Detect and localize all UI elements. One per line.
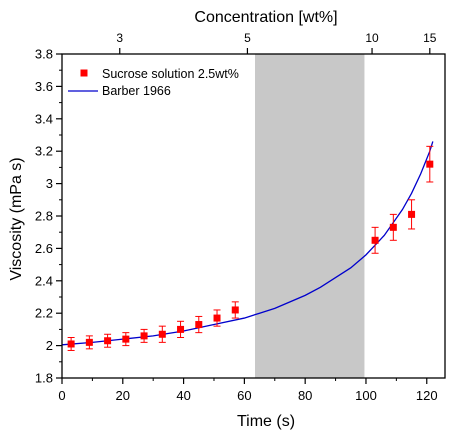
data-point-10 xyxy=(231,301,239,319)
y-tick-label: 3.2 xyxy=(35,144,53,159)
data-point-2 xyxy=(85,335,93,350)
shaded-region xyxy=(255,54,365,378)
data-point-11 xyxy=(371,226,379,254)
y-tick-label: 2.2 xyxy=(35,306,53,321)
y-tick-label: 2.8 xyxy=(35,209,53,224)
data-point-1 xyxy=(67,337,75,351)
data-marker xyxy=(85,338,93,346)
x-tick-label: 40 xyxy=(176,388,190,403)
data-marker xyxy=(389,223,397,231)
data-point-6 xyxy=(158,325,166,343)
data-marker xyxy=(195,321,203,329)
data-point-14 xyxy=(426,145,434,183)
legend-label-sucrose: Sucrose solution 2.5wt% xyxy=(102,67,239,81)
y-tick-label: 3.4 xyxy=(35,111,53,126)
data-marker xyxy=(177,325,185,333)
y-tick-label: 3.8 xyxy=(35,47,53,62)
data-marker xyxy=(158,330,166,338)
data-marker xyxy=(213,314,221,322)
x-tick-label: 0 xyxy=(58,388,65,403)
x-tick-label: 100 xyxy=(355,388,377,403)
y-axis-title: Viscosity (mPa s) xyxy=(8,157,25,280)
data-point-12 xyxy=(389,213,397,241)
data-marker xyxy=(104,337,112,345)
legend-label-barber: Barber 1966 xyxy=(102,84,171,98)
top-tick-label: 3 xyxy=(116,31,123,45)
x-tick-label: 60 xyxy=(237,388,251,403)
y-tick-label: 2.6 xyxy=(35,241,53,256)
data-marker xyxy=(140,332,148,340)
x-tick-label: 80 xyxy=(298,388,312,403)
data-point-13 xyxy=(408,199,416,230)
top-axis-title: Concentration [wt%] xyxy=(194,9,337,26)
data-marker xyxy=(408,210,416,218)
legend: Sucrose solution 2.5wt% Barber 1966 xyxy=(68,67,239,98)
data-point-3 xyxy=(104,333,112,348)
y-tick-label: 1.8 xyxy=(35,371,53,386)
plot-frame xyxy=(61,53,446,379)
data-point-4 xyxy=(122,332,130,347)
series-line-barber-1966 xyxy=(61,141,434,346)
data-point-8 xyxy=(195,315,203,334)
data-marker xyxy=(122,335,130,343)
x-tick-label: 120 xyxy=(416,388,438,403)
x-tick-label: 20 xyxy=(116,388,130,403)
data-marker xyxy=(426,160,434,168)
x-axis-title: Time (s) xyxy=(237,413,295,430)
data-point-7 xyxy=(177,320,185,338)
top-tick-label: 10 xyxy=(365,31,379,45)
y-tick-label: 3 xyxy=(46,176,53,191)
y-tick-label: 2 xyxy=(46,338,53,353)
data-marker xyxy=(231,306,239,314)
data-marker xyxy=(67,340,75,348)
y-tick-label: 2.4 xyxy=(35,273,53,288)
data-point-9 xyxy=(213,309,221,327)
data-point-5 xyxy=(140,328,148,343)
top-tick-label: 5 xyxy=(244,31,251,45)
legend-marker-sucrose xyxy=(80,69,88,77)
y-tick-label: 3.6 xyxy=(35,79,53,94)
data-marker xyxy=(371,236,379,244)
top-tick-label: 15 xyxy=(423,31,437,45)
